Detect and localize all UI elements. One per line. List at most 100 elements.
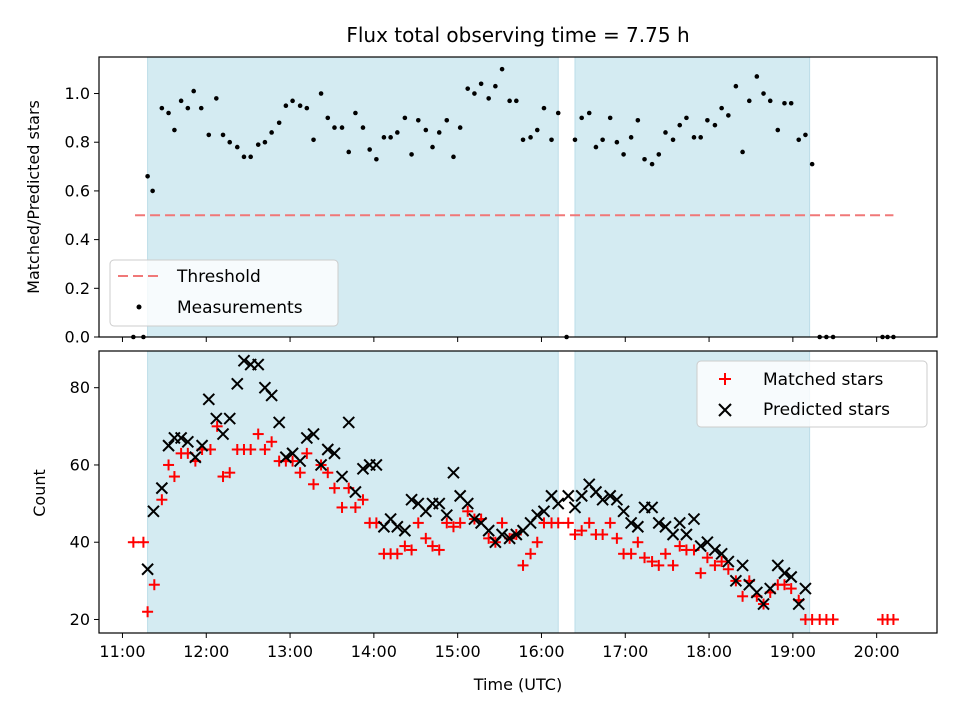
matched-star-marker	[674, 540, 686, 552]
matched-star-marker	[420, 532, 432, 544]
y-tick-label: 40	[70, 533, 90, 552]
x-tick-label: 17:00	[602, 642, 648, 661]
measurement-point	[402, 115, 408, 121]
x-tick-label: 18:00	[686, 642, 732, 661]
measurement-point	[761, 91, 766, 96]
matched-star-marker	[531, 536, 543, 548]
predicted-star-marker	[666, 528, 680, 541]
measurement-point	[719, 105, 724, 111]
x-tick-label: 19:00	[770, 642, 816, 661]
measurement-point	[214, 96, 219, 101]
matched-star-marker	[562, 517, 574, 529]
measurement-point	[635, 118, 641, 123]
measurement-point	[586, 110, 592, 116]
matched-star-marker	[722, 563, 734, 575]
measurement-point	[269, 130, 274, 135]
matched-star-marker	[659, 548, 671, 560]
plot-frame	[98, 350, 938, 634]
matched-star-marker	[667, 559, 679, 571]
x-axis-ticks: 11:00 12:00 13:00 14:00 15:00 16:00 17:00 18:00…	[99, 633, 900, 661]
matched-star-marker	[583, 517, 595, 529]
x-tick-label: 15:00	[435, 642, 481, 661]
predicted-star-marker	[181, 435, 195, 448]
matched-stars-points	[127, 420, 899, 625]
predicted-star-marker	[272, 416, 286, 429]
measurement-point	[499, 66, 505, 72]
measurement-point	[593, 144, 599, 150]
legend-measurement-swatch	[136, 304, 142, 310]
measurement-point	[649, 161, 655, 167]
measurement-point	[360, 125, 366, 130]
measurement-point	[290, 98, 295, 104]
predicted-star-marker	[223, 412, 236, 425]
legend-box	[696, 360, 928, 428]
predicted-star-marker	[708, 543, 722, 557]
measurement-point	[423, 127, 429, 133]
legend: Threshold Measurements	[109, 259, 339, 327]
matched-star-marker	[168, 471, 180, 483]
matched-star-marker	[266, 436, 278, 448]
predicted-star-marker	[531, 508, 544, 522]
measurement-point	[514, 98, 519, 104]
measurement-point	[775, 127, 781, 133]
measurement-point	[241, 154, 247, 160]
measurement-point	[691, 135, 697, 140]
measurement-point	[325, 115, 331, 121]
predicted-star-marker	[750, 586, 764, 599]
matched-star-marker	[224, 467, 236, 479]
predicted-star-marker	[729, 574, 743, 588]
legend-predicted-label: Predicted stars	[763, 400, 890, 420]
legend-matched-label: Matched stars	[763, 370, 883, 390]
measurement-point	[436, 130, 442, 135]
matched-star-marker	[639, 552, 651, 564]
measurement-point	[614, 139, 620, 145]
predicted-star-marker	[645, 501, 659, 514]
x-tick-label: 13:00	[267, 642, 313, 661]
measurement-point	[451, 154, 456, 160]
measurement-point	[670, 137, 676, 143]
observing-window	[147, 350, 559, 634]
matched-star-marker	[412, 517, 424, 529]
matched-star-marker	[604, 517, 616, 529]
matched-star-marker	[406, 544, 418, 556]
measurement-point	[166, 110, 171, 116]
matched-star-marker	[695, 567, 707, 579]
x-axis-label: Time (UTC)	[473, 675, 562, 694]
measurement-point	[663, 130, 668, 135]
predicted-star-marker	[624, 516, 638, 530]
measurement-point	[430, 144, 435, 150]
matched-star-marker	[552, 517, 564, 529]
measurement-point	[809, 161, 815, 167]
matched-star-marker	[646, 556, 658, 568]
measurement-point	[507, 98, 512, 104]
measurement-point	[788, 100, 794, 106]
matched-star-marker	[496, 517, 508, 529]
measurement-point	[388, 135, 393, 140]
predicted-star-marker	[631, 520, 645, 533]
predicted-star-marker	[155, 481, 169, 495]
matched-star-marker	[301, 447, 313, 459]
predicted-star-marker	[300, 431, 314, 445]
measurement-point	[534, 127, 540, 133]
y-tick-label: 0.4	[65, 230, 90, 249]
legend-measurement-label: Measurements	[177, 298, 303, 318]
predicted-star-marker	[575, 489, 588, 503]
measurement-point	[297, 103, 303, 108]
measurement-point	[520, 137, 526, 143]
measurement-point	[642, 156, 647, 162]
measurement-point	[220, 132, 226, 138]
matched-star-marker	[454, 517, 466, 529]
measurement-point	[628, 135, 634, 140]
predicted-star-marker	[210, 412, 223, 425]
measurement-point	[740, 149, 745, 155]
matched-star-marker	[887, 613, 899, 625]
chart-title: Flux total observing time = 7.75 h	[346, 23, 689, 47]
matched-star-marker	[137, 536, 149, 548]
measurement-point	[145, 174, 150, 179]
measurement-point	[318, 91, 324, 96]
predicted-star-marker	[440, 508, 453, 522]
predicted-star-marker	[687, 512, 701, 526]
legend-matched-swatch	[719, 373, 731, 385]
predicted-star-marker	[461, 497, 474, 510]
predicted-star-marker	[328, 447, 341, 460]
